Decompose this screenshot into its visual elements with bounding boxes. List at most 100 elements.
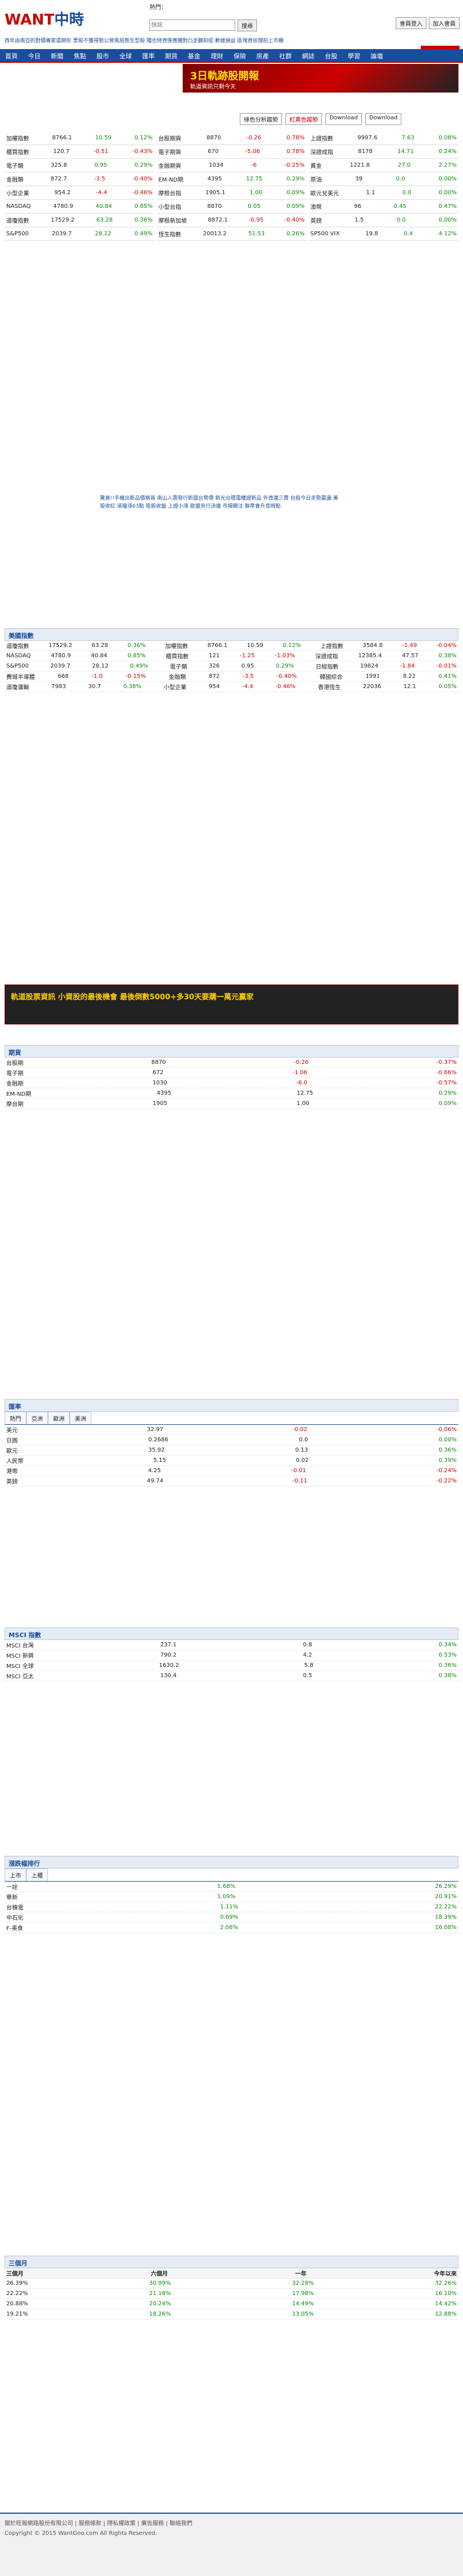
top-links[interactable]: 西年由南亞的對價專家還期形 票股不獲得勢公營風局態生型股 獨也特資匯應購對凸走聽… <box>5 38 284 44</box>
table-row[interactable]: 電子期 672 -1.06 -0.66% <box>5 1068 458 1078</box>
table-row[interactable]: 英鎊 49.74 -0.11 -0.22% <box>5 1476 458 1486</box>
quote-row[interactable]: 深證成指 8178 14.71 0.24% <box>308 145 458 159</box>
table-row[interactable]: 摩台期 1905 1.00 0.09% <box>5 1099 458 1109</box>
quote-row[interactable]: 摩根新加坡 8872.1 -0.95 -0.40% <box>156 214 307 227</box>
table-cell: 790.2 <box>160 1652 177 1658</box>
nav-item[interactable]: 全球 <box>119 53 132 60</box>
quote-row[interactable]: 金融期貨 1034 -6 -0.25% <box>156 159 307 172</box>
quote-row[interactable]: SP500 VIX 19.8 0.4 4.12% <box>308 227 458 241</box>
download-btn-1[interactable]: Download <box>325 113 362 125</box>
quote-row[interactable]: 歐元兌美元 1.1 0.0 0.00% <box>308 186 458 200</box>
toolbar-btn-b[interactable]: 紅黃色趨勢 <box>285 113 322 125</box>
table-row[interactable]: 華新 1.09% 20.91% <box>5 1892 458 1902</box>
nav-item[interactable]: 匯率 <box>142 53 155 60</box>
download-btn-2[interactable]: Download <box>365 113 402 125</box>
nav-item[interactable]: 期貨 <box>165 53 178 60</box>
quote-row[interactable]: 道瓊指數 17529.2 63.28 0.36% <box>5 214 155 227</box>
table-row[interactable]: 26.39% 30.99% 32.28% 32.26% <box>5 2278 458 2289</box>
table-row[interactable]: MSCI 全球 1630.2 5.8 0.36% <box>5 1661 458 1671</box>
table-row[interactable]: 日圓 0.2686 0.0 0.00% <box>5 1435 458 1445</box>
table-cell: 韓國綜合 <box>320 674 343 681</box>
nav-item[interactable]: 首頁 <box>5 53 18 60</box>
quote-row[interactable]: 原油 39 0.0 0.00% <box>308 172 458 186</box>
futures-section: 期貨 台股期 8870 -0.26 -0.37% 電子期 672 -1.06 -0.66% 金融… <box>5 1045 458 1109</box>
table-row[interactable]: 22.22% 21.18% 17.98% 16.10% <box>5 2289 458 2299</box>
tab[interactable]: 美洲 <box>70 1412 91 1424</box>
nav-item[interactable]: 今日 <box>28 53 41 60</box>
table-row[interactable]: 金融期 1030 -6.0 -0.57% <box>5 1078 458 1088</box>
news-ticker[interactable]: 驚喜!!手機出新品價格普 南山人壽發行新國台幣債 新光台積電權證新品 外資連三賣… <box>100 496 339 509</box>
table-row[interactable]: MSCI 台灣 237.1 0.8 0.34% <box>5 1640 458 1650</box>
tab[interactable]: 上市 <box>5 1868 26 1881</box>
quote-row[interactable]: 小型台指 8870 0.05 0.09% <box>156 200 307 214</box>
nav-item[interactable]: 新聞 <box>51 53 63 60</box>
site-logo[interactable]: WANT中時 <box>5 8 84 29</box>
mid-banner-ad[interactable]: 軌道股票資訊 小資股的最後機會 最後倒數5000+多30天要購一萬元贏家 <box>5 984 458 1024</box>
quote-row[interactable]: 澳幣 96 0.45 0.47% <box>308 200 458 214</box>
table-row[interactable]: MSCI 新興 790.2 4.2 0.53% <box>5 1650 458 1661</box>
quote-row[interactable]: 摩根台指 1905.1 1.00 0.09% <box>156 186 307 200</box>
quote-row[interactable]: 電子期貨 670 -5.06 0.78% <box>156 145 307 159</box>
quote-row[interactable]: 英鎊 1.5 0.0 0.00% <box>308 214 458 227</box>
login-button[interactable]: 會員登入 <box>396 17 426 29</box>
quote-name: EM-ND期 <box>158 177 184 183</box>
nav-item[interactable]: 保險 <box>233 53 246 60</box>
quote-change: 0.0 <box>396 176 405 182</box>
toolbar-btn-a[interactable]: 綠色分析趨勢 <box>240 113 282 125</box>
table-row[interactable]: 中石化 0.69% 18.39% <box>5 1912 458 1923</box>
tab[interactable]: 歐洲 <box>48 1412 70 1424</box>
top-banner-ad[interactable]: 3日軌跡股開報 軌道資訊只剩今天 <box>183 64 458 93</box>
table-row[interactable]: 道瓊指數 17529.2 63.28 0.36% 加權指數 8766.1 10.59 0.12… <box>5 641 458 651</box>
nav-item[interactable]: 網誌 <box>302 53 315 60</box>
quote-change: -6 <box>251 162 257 168</box>
table-row[interactable]: 道瓊運輸 7983 30.7 0.38% 小型企業 954 -4.4 -0.46% 香港恆生 22… <box>5 682 458 692</box>
table-row[interactable]: 一詮 1.68% 26.29% <box>5 1882 458 1892</box>
quote-row[interactable]: 加權指數 8766.1 10.59 0.12% <box>5 131 155 145</box>
nav-item[interactable]: 理財 <box>211 53 223 60</box>
quote-row[interactable]: 金融類 872.7 -3.5 -0.40% <box>5 172 155 186</box>
table-row[interactable]: MSCI 亞太 130.4 0.5 0.38% <box>5 1671 458 1681</box>
nav-item[interactable]: 學習 <box>348 53 360 60</box>
section-title: 美國指數 <box>5 628 458 641</box>
table-row[interactable]: 港幣 4.25 -0.01 -0.24% <box>5 1466 458 1476</box>
table-row[interactable]: 台股期 8870 -0.26 -0.37% <box>5 1058 458 1068</box>
table-row[interactable]: 歐元 35.92 0.13 0.36% <box>5 1445 458 1456</box>
footer-links[interactable]: 關於旺報網路股份有限公司 | 服務條款 | 隱私權政策 | 廣告服務 | 聯絡我… <box>5 2521 192 2527</box>
nav-item[interactable]: 房產 <box>256 53 269 60</box>
tab[interactable]: 熱門 <box>5 1412 26 1424</box>
tab[interactable]: 上櫃 <box>26 1868 48 1881</box>
table-row[interactable]: 19.21% 18.26% 13.05% 12.88% <box>5 2309 458 2320</box>
table-row[interactable]: 費城半導體 668 -1.0 -0.15% 金融類 872 -3.5 -0.40% 韓國綜合 19… <box>5 672 458 682</box>
table-row[interactable]: 美元 32.97 -0.02 -0.06% <box>5 1425 458 1435</box>
nav-item[interactable]: 股市 <box>96 53 109 60</box>
nav-item[interactable]: 論壇 <box>371 53 383 60</box>
register-button[interactable]: 加入會員 <box>429 17 460 29</box>
quote-row[interactable]: 黃金 1221.8 27.0 2.27% <box>308 159 458 172</box>
quote-row[interactable]: 台股期貨 8870 -0.26 0.78% <box>156 131 307 145</box>
nav-item[interactable]: 焦點 <box>74 53 86 60</box>
table-cell: 0.34% <box>438 1642 457 1648</box>
quote-row[interactable]: EM-ND期 4395 12.75 0.29% <box>156 172 307 186</box>
table-row[interactable]: NASDAQ 4780.9 40.84 0.85% 櫃買指數 121 -1.25 -1.03%… <box>5 651 458 661</box>
quote-row[interactable]: 上證指數 9997.6 7.63 0.08% <box>308 131 458 145</box>
table-row[interactable]: 人民幣 5.15 0.02 0.39% <box>5 1456 458 1466</box>
table-row[interactable]: 20.88% 20.24% 14.49% 14.42% <box>5 2299 458 2309</box>
nav-item[interactable]: 台股 <box>325 53 337 60</box>
search-button[interactable]: 搜尋 <box>237 19 257 31</box>
quote-row[interactable]: 電子類 325.8 0.95 0.29% <box>5 159 155 172</box>
search-input[interactable] <box>150 19 235 31</box>
nav-item[interactable]: 社群 <box>279 53 292 60</box>
nav-item[interactable]: 基金 <box>188 53 200 60</box>
quote-row[interactable]: 櫃買指數 120.7 -0.51 -0.43% <box>5 145 155 159</box>
table-row[interactable]: EM-ND期 4395 12.75 0.29% <box>5 1088 458 1099</box>
table-row[interactable]: S&P500 2039.7 28.12 0.49% 電子類 326 0.95 0.29% 日經指… <box>5 661 458 672</box>
quote-row[interactable]: NASDAQ 4780.9 40.84 0.85% <box>5 200 155 214</box>
table-row[interactable]: 台積電 1.11% 22.22% <box>5 1902 458 1912</box>
quote-row[interactable]: S&P500 2039.7 28.12 0.49% <box>5 227 155 241</box>
quote-row[interactable]: 恆生指數 20013.2 51.53 0.26% <box>156 227 307 241</box>
table-row[interactable]: F-美食 2.06% 16.08% <box>5 1923 458 1933</box>
tab[interactable]: 亞洲 <box>26 1412 48 1424</box>
quote-row[interactable]: 小型企業 954.2 -4.4 -0.46% <box>5 186 155 200</box>
fund-header: 三個月 六個月 一年 今年以來 <box>5 2268 458 2278</box>
quote-price: 120.7 <box>53 148 70 155</box>
